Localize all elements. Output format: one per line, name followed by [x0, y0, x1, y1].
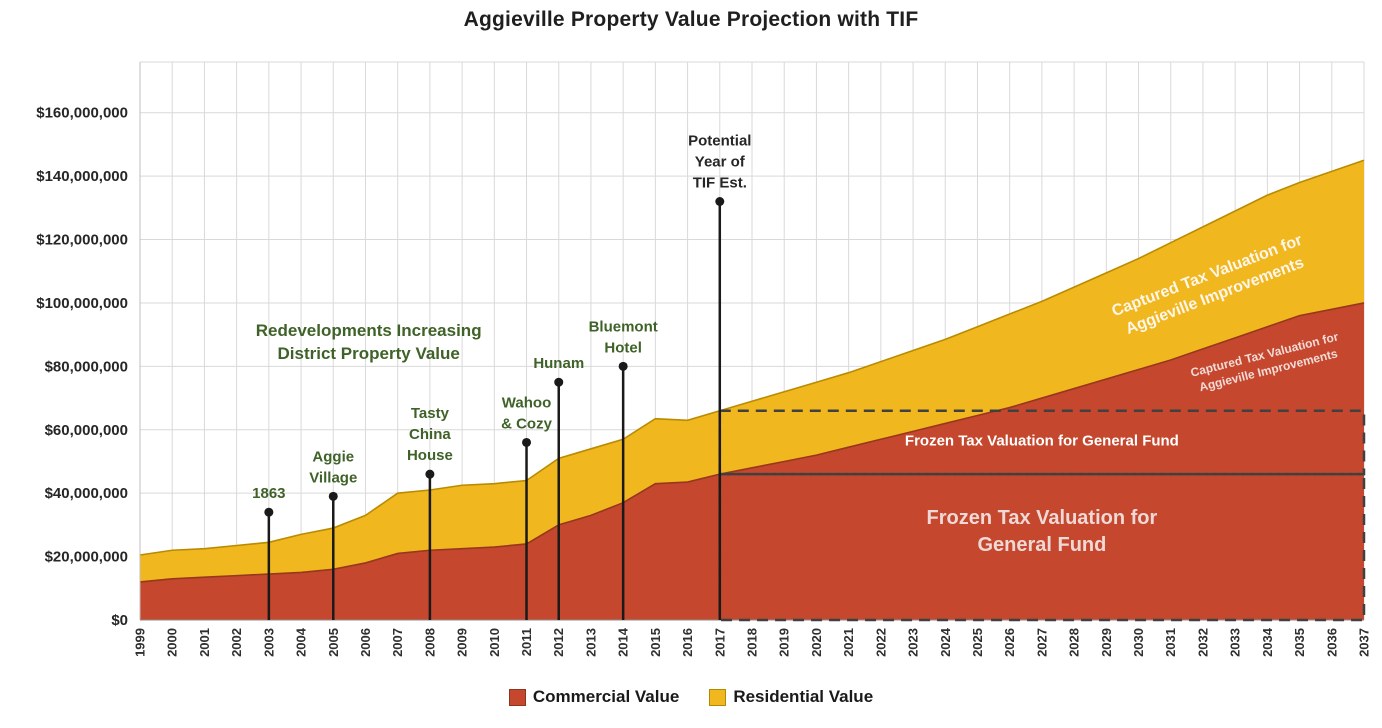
- y-tick-label: $120,000,000: [36, 232, 128, 249]
- region-label: Frozen Tax Valuation for General Fund: [927, 507, 1158, 556]
- x-tick-label: 2032: [1195, 628, 1210, 657]
- event-marker-dot: [328, 491, 338, 501]
- legend-label-commercial: Commercial Value: [532, 687, 680, 706]
- x-tick-label: 2030: [1131, 628, 1146, 657]
- y-tick-label: $20,000,000: [45, 549, 128, 566]
- event-marker-dot: [618, 361, 628, 371]
- x-tick-label: 2007: [390, 628, 405, 657]
- x-tick-label: 2018: [745, 628, 760, 657]
- commercial-top-edge: [139, 302, 1365, 583]
- x-tick-label: 2035: [1292, 628, 1307, 657]
- y-tick-label: $140,000,000: [36, 168, 128, 185]
- x-tick-label: 2021: [841, 628, 856, 657]
- x-tick-label: 2012: [551, 628, 566, 657]
- event-marker-label: Tasty China House: [407, 405, 453, 464]
- chart-legend: Commercial Value Residential Value: [0, 687, 1382, 707]
- x-tick-label: 2013: [583, 628, 598, 657]
- x-tick-label: 2002: [229, 628, 244, 657]
- region-label: Frozen Tax Valuation for General Fund: [905, 433, 1179, 450]
- x-tick-label: 2033: [1228, 628, 1243, 657]
- x-tick-label: 2016: [680, 628, 695, 657]
- x-tick-label: 2008: [422, 628, 437, 657]
- x-tick-label: 2001: [197, 628, 212, 657]
- x-tick-label: 2015: [648, 628, 663, 657]
- x-tick-label: 2022: [873, 628, 888, 657]
- event-marker-dot: [425, 469, 435, 479]
- event-marker-dot: [554, 377, 564, 387]
- x-tick-label: 2019: [777, 628, 792, 657]
- x-tick-label: 2005: [326, 628, 341, 657]
- event-marker-label: Aggie Village: [309, 448, 357, 486]
- x-tick-label: 2009: [455, 628, 470, 657]
- legend-item-commercial: Commercial Value: [508, 687, 680, 707]
- x-tick-label: 2029: [1099, 628, 1114, 657]
- frozen-valuation-dashed-box: [718, 409, 1366, 476]
- y-tick-label: $80,000,000: [45, 358, 128, 375]
- x-tick-label: 2003: [261, 628, 276, 657]
- event-marker-label: Wahoo & Cozy: [501, 394, 552, 432]
- x-tick-label: 1999: [133, 628, 148, 657]
- y-tick-label: $0: [111, 612, 128, 629]
- event-marker-label: 1863: [252, 485, 285, 502]
- chart-title: Aggieville Property Value Projection wit…: [463, 8, 919, 31]
- region-label: Redevelopments Increasing District Proper…: [256, 321, 482, 363]
- legend-item-residential: Residential Value: [709, 687, 873, 707]
- x-tick-label: 2024: [938, 627, 953, 657]
- event-marker-dot: [264, 507, 274, 517]
- x-tick-label: 2023: [906, 628, 921, 657]
- event-marker-dot: [715, 197, 725, 206]
- y-tick-label: $40,000,000: [45, 485, 128, 502]
- x-tick-label: 2020: [809, 628, 824, 657]
- x-tick-label: 2000: [165, 628, 180, 657]
- y-tick-label: $60,000,000: [45, 422, 128, 439]
- area-commercial-value: [140, 302, 1364, 620]
- event-marker-label: Bluemont Hotel: [589, 318, 658, 356]
- x-tick-label: 2014: [616, 627, 631, 657]
- y-tick-label: $100,000,000: [36, 295, 128, 312]
- chart-canvas: $0 $20,000,000 $40,000,000 $60,000,000 $80,0…: [36, 61, 1372, 657]
- area-residential-value: [140, 160, 1364, 582]
- x-tick-label: 2034: [1260, 627, 1275, 657]
- x-tick-label: 2031: [1163, 628, 1178, 657]
- legend-label-residential: Residential Value: [733, 687, 874, 706]
- residential-swatch-icon: [709, 688, 727, 706]
- commercial-swatch-icon: [508, 688, 526, 706]
- event-marker-label: Potential Year of TIF Est.: [688, 133, 751, 192]
- x-tick-label: 2027: [1034, 628, 1049, 657]
- event-marker-dot: [522, 437, 532, 447]
- x-tick-label: 2028: [1067, 628, 1082, 657]
- x-tick-label: 2036: [1324, 628, 1339, 657]
- x-tick-label: 2006: [358, 628, 373, 657]
- x-tick-label: 2011: [519, 628, 534, 656]
- y-tick-label: $160,000,000: [36, 105, 128, 122]
- x-tick-label: 2004: [294, 627, 309, 657]
- x-tick-label: 2017: [712, 628, 727, 657]
- x-tick-label: 2025: [970, 628, 985, 657]
- x-tick-label: 2037: [1357, 628, 1372, 657]
- residential-top-edge: [139, 159, 1365, 556]
- x-tick-label: 2010: [487, 628, 502, 657]
- x-tick-label: 2026: [1002, 628, 1017, 657]
- event-marker-label: Hunam: [533, 355, 584, 372]
